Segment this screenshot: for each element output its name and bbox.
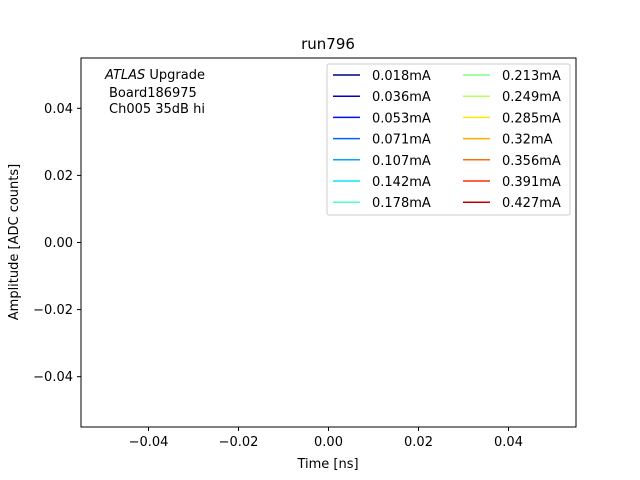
legend-frame bbox=[326, 63, 571, 216]
annotation-upgrade: Upgrade bbox=[145, 68, 205, 83]
x-tick-label: 0.00 bbox=[314, 435, 343, 450]
y-tick-label: −0.04 bbox=[33, 370, 73, 385]
x-axis: −0.04 −0.02 0.00 0.02 0.04 bbox=[129, 427, 523, 450]
x-tick-label: −0.04 bbox=[129, 435, 169, 450]
chart-title: run796 bbox=[301, 35, 355, 53]
y-tick-label: 0.02 bbox=[44, 169, 73, 184]
annotation-line-3: Ch005 35dB hi bbox=[109, 102, 205, 117]
legend-label: 0.107mA bbox=[372, 154, 431, 169]
annotation-atlas: ATLAS bbox=[104, 68, 145, 83]
legend-label: 0.427mA bbox=[502, 196, 561, 211]
legend-label: 0.32mA bbox=[502, 133, 553, 148]
y-tick-label: 0.00 bbox=[44, 236, 73, 251]
legend-label: 0.071mA bbox=[372, 133, 431, 148]
y-tick-label: −0.02 bbox=[33, 303, 73, 318]
legend-label: 0.018mA bbox=[372, 69, 431, 84]
legend-label: 0.178mA bbox=[372, 196, 431, 211]
legend-label: 0.285mA bbox=[502, 111, 561, 126]
legend-label: 0.036mA bbox=[372, 90, 431, 105]
x-axis-label: Time [ns] bbox=[296, 457, 358, 472]
legend-label: 0.053mA bbox=[372, 111, 431, 126]
legend: 0.018mA 0.036mA 0.053mA 0.071mA 0.107mA 0.142… bbox=[326, 63, 571, 216]
y-axis-label: Amplitude [ADC counts] bbox=[7, 164, 22, 320]
atlas-annotation: ATLAS Upgrade Board186975 Ch005 35dB hi bbox=[104, 68, 205, 117]
legend-label: 0.356mA bbox=[502, 154, 561, 169]
annotation-line-1: ATLAS Upgrade bbox=[104, 68, 205, 83]
legend-label: 0.213mA bbox=[502, 69, 561, 84]
annotation-line-2: Board186975 bbox=[109, 86, 197, 101]
x-tick-label: 0.04 bbox=[494, 435, 523, 450]
legend-label: 0.249mA bbox=[502, 90, 561, 105]
legend-label: 0.391mA bbox=[502, 175, 561, 190]
x-tick-label: 0.02 bbox=[404, 435, 433, 450]
y-axis: −0.04 −0.02 0.00 0.02 0.04 bbox=[33, 102, 81, 385]
x-tick-label: −0.02 bbox=[219, 435, 259, 450]
legend-label: 0.142mA bbox=[372, 175, 431, 190]
y-tick-label: 0.04 bbox=[44, 102, 73, 117]
